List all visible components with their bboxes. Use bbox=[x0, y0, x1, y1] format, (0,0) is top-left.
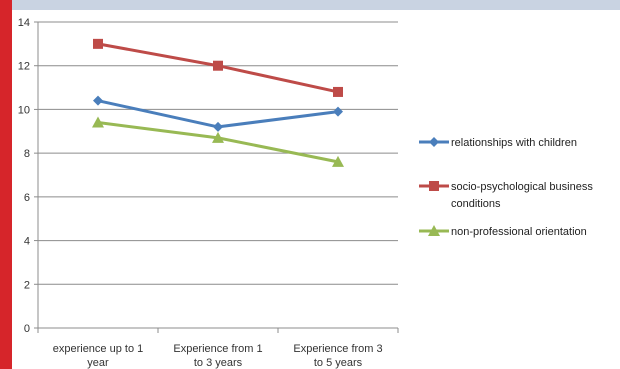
legend-label: relationships with children bbox=[451, 137, 577, 149]
y-tick-label: 6 bbox=[24, 192, 30, 204]
data-point bbox=[333, 86, 343, 97]
x-tick-label: Experience from 1 bbox=[173, 343, 262, 355]
x-tick-label: year bbox=[87, 357, 109, 369]
y-tick-label: 2 bbox=[24, 279, 30, 291]
x-tick-label: experience up to 1 bbox=[53, 343, 144, 355]
gridlines bbox=[38, 21, 398, 285]
x-tick-label: to 5 years bbox=[314, 357, 363, 369]
legend-label: socio-psychological business bbox=[451, 181, 593, 193]
data-point bbox=[213, 121, 223, 132]
axes bbox=[37, 22, 398, 329]
data-point bbox=[92, 116, 104, 128]
data-point bbox=[212, 131, 224, 143]
y-axis-ticks: 0 2 4 6 8 10 12 14 bbox=[18, 17, 38, 335]
y-tick-label: 10 bbox=[18, 104, 30, 116]
y-tick-label: 4 bbox=[24, 236, 30, 248]
legend-swatch-marker bbox=[429, 181, 439, 191]
legend-label: conditions bbox=[451, 198, 501, 210]
data-point bbox=[93, 38, 103, 49]
x-tick-label: Experience from 3 bbox=[293, 343, 382, 355]
legend-swatch-marker bbox=[429, 137, 439, 147]
series-markers bbox=[92, 38, 344, 167]
legend: relationships with children socio-psychol… bbox=[419, 137, 593, 238]
y-tick-label: 12 bbox=[18, 61, 30, 73]
legend-label: non-professional orientation bbox=[451, 226, 587, 238]
data-point bbox=[332, 155, 344, 167]
data-point bbox=[213, 60, 223, 71]
data-point bbox=[93, 95, 103, 106]
data-point bbox=[333, 106, 343, 117]
legend-swatch-marker bbox=[428, 225, 440, 236]
left-accent-bar bbox=[0, 0, 12, 369]
x-axis-ticks: experience up to 1 year Experience from 1 t… bbox=[37, 328, 399, 369]
y-tick-label: 14 bbox=[18, 17, 30, 29]
window-top-border bbox=[0, 0, 620, 10]
y-tick-label: 0 bbox=[24, 323, 30, 335]
y-tick-label: 8 bbox=[24, 148, 30, 160]
x-tick-label: to 3 years bbox=[194, 357, 243, 369]
